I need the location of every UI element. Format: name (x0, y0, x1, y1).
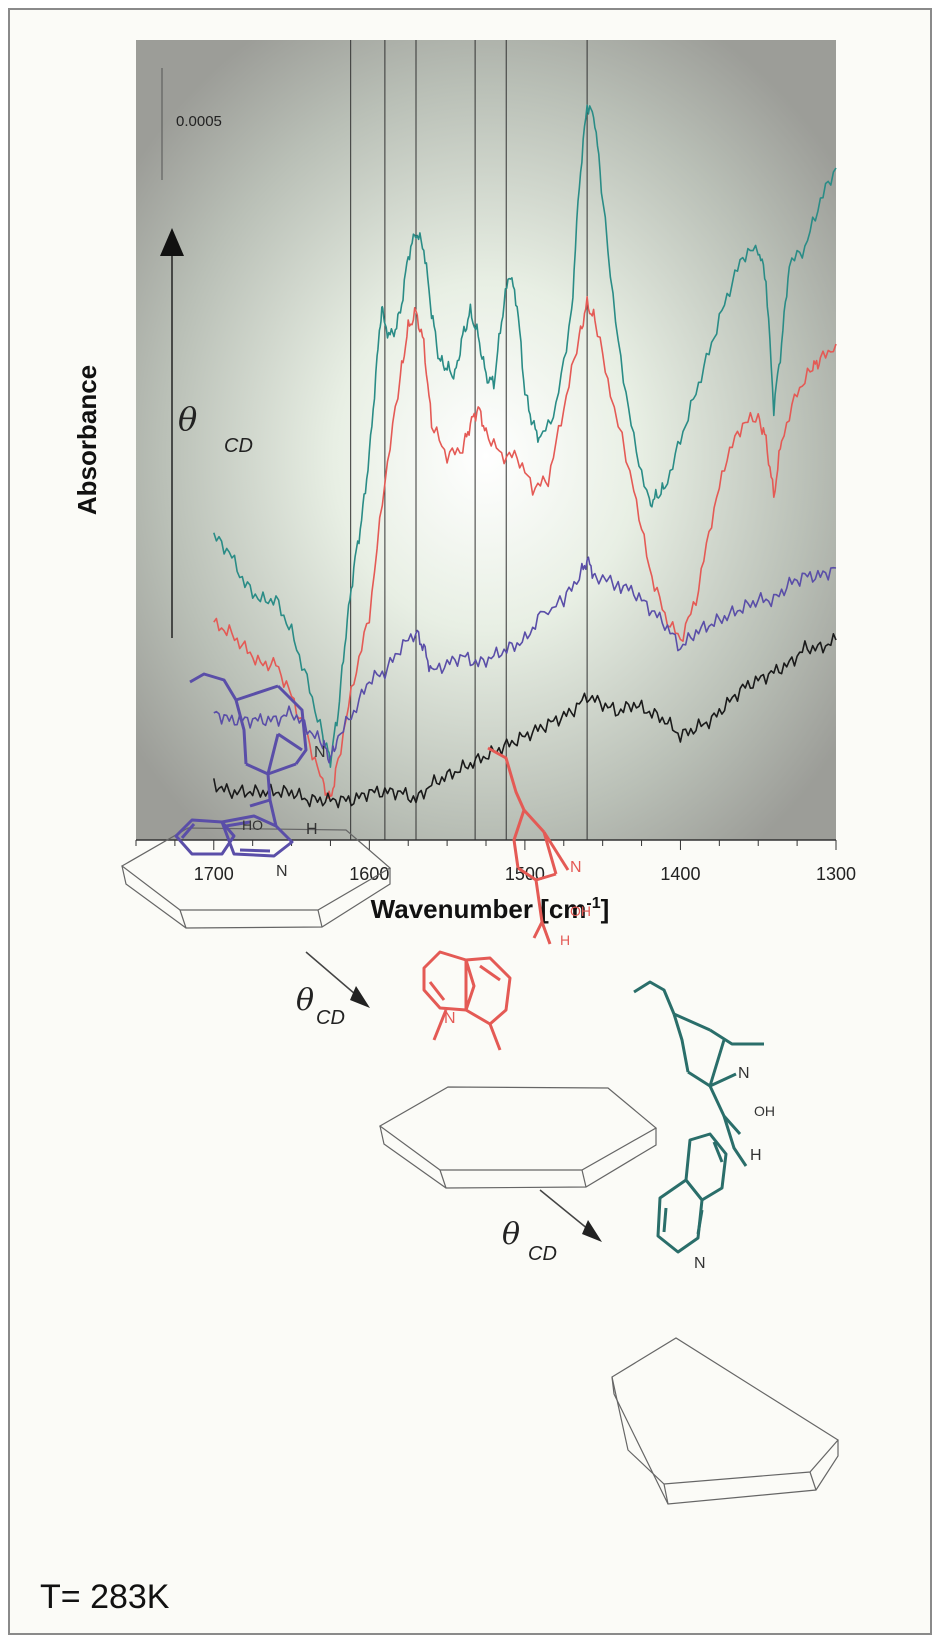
scale-bar-label: 0.0005 (176, 113, 222, 130)
atom-label-n-ring-3: N (694, 1255, 706, 1272)
transition-label-2-symbol: θ (502, 1217, 520, 1252)
transition-arrowhead-2 (582, 1220, 602, 1242)
atom-label-h-1: H (306, 821, 318, 838)
spectrum-line-1 (213, 104, 837, 769)
atom-label-ho-1: HO (242, 817, 263, 833)
atom-label-n-1: N (314, 744, 326, 761)
figure-panel: 1700 1600 1500 1400 1300 0.0005 θ CD Absorba… (8, 8, 932, 1635)
transition-arrow-2 (539, 1189, 595, 1235)
surface-3 (611, 1337, 839, 1505)
reference-lines (350, 40, 588, 840)
x-axis-label-sup: -1 (586, 895, 600, 912)
x-axis: 1700 1600 1500 1400 1300 (135, 840, 856, 884)
x-axis-label: Wavenumber [cm-1] (371, 894, 610, 924)
molecule-tilted (422, 746, 570, 1051)
x-axis-label-tail: ] (601, 894, 610, 924)
atom-label-n-ring-2: N (444, 1010, 456, 1027)
spectrum-line-2 (213, 295, 837, 799)
surface-2 (378, 1086, 658, 1189)
transition-arrowhead-1 (350, 986, 370, 1008)
atom-label-n-3: N (738, 1065, 750, 1082)
coverage-arrow-symbol: θ (178, 400, 197, 438)
x-tick-label-1400: 1400 (660, 864, 700, 884)
atom-label-h-3: H (750, 1147, 762, 1164)
atom-label-n-ring-1: N (276, 863, 288, 880)
x-axis-label-main: Wavenumber [cm (371, 894, 587, 924)
figure-canvas: 1700 1600 1500 1400 1300 0.0005 θ CD Absorba… (40, 40, 856, 1616)
plot-area (136, 40, 836, 840)
coverage-arrowhead (160, 228, 184, 256)
atom-label-oh-3: OH (754, 1103, 775, 1119)
series-layer (213, 104, 837, 809)
surface-1 (120, 827, 392, 929)
atom-label-oh-2: OH (570, 903, 591, 919)
spectrum-line-4 (213, 632, 837, 809)
molecule-flat (174, 672, 308, 858)
adsorption-scheme: N HO H N θ CD N OH H N (120, 672, 839, 1505)
atom-label-h-2: H (560, 932, 570, 948)
transition-label-1-symbol: θ (296, 983, 314, 1018)
transition-label-2-subscript: CD (528, 1243, 557, 1265)
temperature-label: T= 283K (40, 1578, 170, 1616)
x-tick-label-1300: 1300 (816, 864, 856, 884)
y-axis-label: Absorbance (72, 365, 102, 515)
atom-label-n-2: N (570, 859, 582, 876)
molecule-upright (633, 980, 764, 1254)
x-tick-label-1700: 1700 (194, 864, 234, 884)
spectrum-line-3 (213, 556, 837, 764)
transition-label-1-subscript: CD (316, 1007, 345, 1029)
coverage-arrow-subscript: CD (224, 435, 253, 457)
x-tick-label-1600: 1600 (349, 864, 389, 884)
transition-arrow-1 (305, 951, 363, 1001)
